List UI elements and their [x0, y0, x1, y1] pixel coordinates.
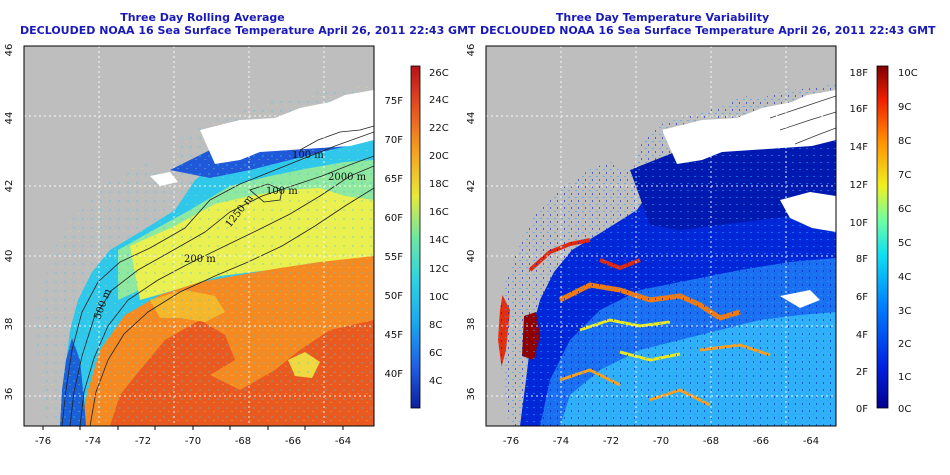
- left-cb-c-20: 20C: [429, 151, 449, 162]
- left-cb-f-70: 70F: [385, 135, 404, 146]
- right-map-frame: [485, 45, 837, 427]
- right-cb-c-3: 3C: [898, 306, 911, 317]
- left-contour-label-1: 100 m: [292, 150, 324, 161]
- right-cb-f-10: 10F: [850, 218, 869, 229]
- left-lat-tick-2: 44: [4, 112, 15, 125]
- right-cloud-east: [780, 192, 836, 232]
- left-nova-scotia: [318, 58, 374, 90]
- right-lon-tick-4: -70: [653, 436, 669, 447]
- left-cb-f-65: 65F: [385, 174, 404, 185]
- right-cb-f-14: 14F: [850, 142, 869, 153]
- left-cb-c-26: 26C: [429, 68, 449, 79]
- right-cb-f-8: 8F: [856, 254, 868, 265]
- right-colorbar: [876, 65, 889, 409]
- left-map: 100 m 2000 m 100 m 1250 m 200 m 500 m: [23, 45, 421, 427]
- left-cloud-mass: [200, 90, 374, 164]
- right-lon-tick-2: -74: [553, 436, 569, 447]
- left-lat-tick-4: 40: [4, 250, 15, 263]
- left-lon-tick-3: -72: [135, 436, 151, 447]
- right-cb-c-6: 6C: [898, 204, 911, 215]
- right-cb-f-6: 6F: [856, 292, 868, 303]
- right-cb-c-9: 9C: [898, 102, 911, 113]
- left-cb-f-50: 50F: [385, 291, 404, 302]
- right-cloud-patch: [780, 290, 820, 308]
- right-title: Three Day Temperature Variability: [555, 11, 770, 24]
- left-colorbar: [410, 65, 421, 409]
- left-contour-label-5: 200 m: [184, 254, 216, 265]
- right-cb-c-1: 1C: [898, 372, 911, 383]
- left-lon-tick-4: -70: [185, 436, 201, 447]
- right-lon-tick-6: -66: [753, 436, 769, 447]
- right-lat-tick-6: 36: [466, 388, 477, 401]
- right-cb-f-18: 18F: [850, 68, 869, 79]
- left-lat-tick-6: 36: [4, 388, 15, 401]
- left-cloud-patch: [150, 172, 178, 186]
- right-lat-tick-2: 44: [466, 112, 477, 125]
- left-cb-f-60: 60F: [385, 213, 404, 224]
- left-cb-c-12: 12C: [429, 264, 449, 275]
- right-cb-c-10: 10C: [898, 68, 918, 79]
- left-cb-c-16: 16C: [429, 207, 449, 218]
- left-lon-tick-7: -64: [335, 436, 351, 447]
- right-nova-scotia: [780, 58, 836, 90]
- right-cb-c-0: 0C: [898, 404, 911, 415]
- left-cb-c-14: 14C: [429, 235, 449, 246]
- left-lon-tick-5: -68: [235, 436, 251, 447]
- right-cb-f-16: 16F: [850, 104, 869, 115]
- right-cb-c-2: 2C: [898, 339, 911, 350]
- right-cb-f-2: 2F: [856, 367, 868, 378]
- left-lat-tick-5: 38: [4, 318, 15, 331]
- left-cb-c-10: 10C: [429, 292, 449, 303]
- right-lon-tick-7: -64: [803, 436, 819, 447]
- right-map: [485, 45, 889, 427]
- right-lat-tick-4: 40: [466, 250, 477, 263]
- right-bathymetry-contours: [769, 95, 836, 145]
- right-graticule: [486, 46, 836, 426]
- right-cb-f-4: 4F: [856, 330, 868, 341]
- right-subtitle: DECLOUDED NOAA 16 Sea Surface Temperatur…: [480, 24, 936, 37]
- right-cb-c-5: 5C: [898, 238, 911, 249]
- left-graticule: [24, 46, 374, 426]
- right-lat-tick-3: 42: [466, 180, 477, 193]
- left-map-frame: [23, 45, 375, 427]
- left-lon-axis: [42, 426, 344, 430]
- left-contour-label-2: 2000 m: [328, 172, 367, 183]
- left-bathymetry-contours: [61, 125, 374, 426]
- left-coastline-land: [24, 46, 374, 426]
- left-cb-c-18: 18C: [429, 179, 449, 190]
- right-cb-c-4: 4C: [898, 272, 911, 283]
- left-lat-tick-1: 46: [4, 44, 15, 57]
- left-contour-label-3: 100 m: [266, 186, 298, 197]
- left-cb-f-75: 75F: [385, 96, 404, 107]
- left-lat-tick-3: 42: [4, 180, 15, 193]
- right-cb-c-7: 7C: [898, 170, 911, 181]
- left-cb-c-22: 22C: [429, 123, 449, 134]
- left-cb-f-45: 45F: [385, 330, 404, 341]
- right-cb-f-12: 12F: [850, 180, 869, 191]
- right-cb-c-8: 8C: [898, 136, 911, 147]
- right-lat-tick-5: 38: [466, 318, 477, 331]
- left-lon-tick-2: -74: [85, 436, 101, 447]
- left-cb-f-40: 40F: [385, 369, 404, 380]
- right-lat-tick-1: 46: [466, 44, 477, 57]
- right-coastline-land: [486, 46, 836, 426]
- right-cb-f-0: 0F: [856, 404, 868, 415]
- left-cb-c-4: 4C: [429, 376, 442, 387]
- left-lon-tick-6: -66: [285, 436, 301, 447]
- right-lon-tick-3: -72: [603, 436, 619, 447]
- left-lon-tick-1: -76: [35, 436, 51, 447]
- left-subtitle: DECLOUDED NOAA 16 Sea Surface Temperatur…: [20, 24, 476, 37]
- left-cb-c-6: 6C: [429, 348, 442, 359]
- right-lon-tick-1: -76: [503, 436, 519, 447]
- left-cb-c-24: 24C: [429, 95, 449, 106]
- left-title: Three Day Rolling Average: [120, 11, 285, 24]
- left-cb-c-8: 8C: [429, 320, 442, 331]
- right-lon-tick-5: -68: [703, 436, 719, 447]
- right-cloud-mass: [662, 90, 836, 164]
- left-cb-f-55: 55F: [385, 252, 404, 263]
